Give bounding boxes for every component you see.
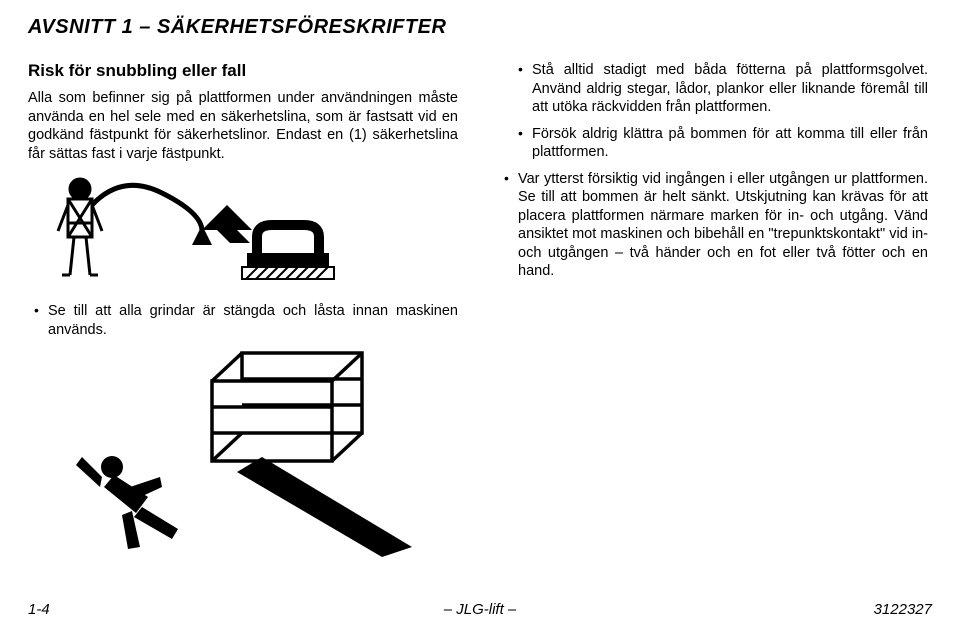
right-bullets-2: Var ytterst försiktig vid ingången i ell… xyxy=(498,170,928,281)
footer-center: – JLG-lift – xyxy=(0,601,960,618)
footer: 1-4 – JLG-lift – 3122327 xyxy=(0,601,960,618)
right-column: Stå alltid stadigt med båda fötterna på … xyxy=(498,61,928,562)
left-column: Risk för snubbling eller fall Alla som b… xyxy=(28,61,458,562)
bullet-stand: Stå alltid stadigt med båda fötterna på … xyxy=(512,61,928,117)
right-bullets: Stå alltid stadigt med båda fötterna på … xyxy=(512,61,928,162)
bullet-gates: Se till att alla grindar är stängda och … xyxy=(28,302,458,339)
risk-subhead: Risk för snubbling eller fall xyxy=(28,61,458,81)
fall-icon xyxy=(52,347,458,562)
bullet-climb: Försök aldrig klättra på bommen för att … xyxy=(512,125,928,162)
intro-paragraph: Alla som befinner sig på plattformen und… xyxy=(28,89,458,163)
harness-icon xyxy=(52,175,458,288)
content-columns: Risk för snubbling eller fall Alla som b… xyxy=(28,61,932,562)
bullet-caution: Var ytterst försiktig vid ingången i ell… xyxy=(498,170,928,281)
section-header: AVSNITT 1 – SÄKERHETSFÖRESKRIFTER xyxy=(28,16,932,39)
left-bullets: Se till att alla grindar är stängda och … xyxy=(28,302,458,339)
page: AVSNITT 1 – SÄKERHETSFÖRESKRIFTER Risk f… xyxy=(0,0,960,628)
